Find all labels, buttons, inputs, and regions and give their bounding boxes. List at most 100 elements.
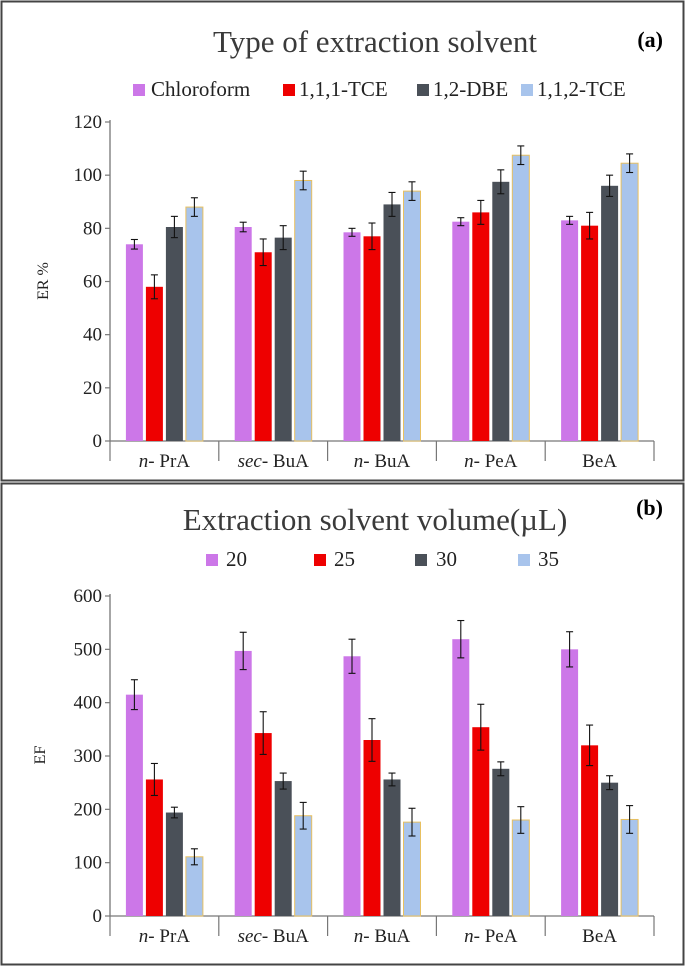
panel-a-label: (a)	[637, 27, 663, 52]
x-tick-name: BuA	[370, 451, 411, 472]
legend-entry: 20	[226, 547, 247, 571]
bar	[185, 856, 204, 917]
y-tick-label: 0	[93, 431, 103, 452]
legend-swatch	[415, 554, 427, 566]
bar	[274, 237, 292, 441]
legend-swatch	[521, 84, 533, 96]
x-tick-prefix: n-	[464, 451, 480, 472]
x-tick-label: sec- BuA	[238, 451, 310, 472]
bar	[492, 768, 510, 916]
legend-swatch	[206, 554, 218, 566]
bar	[165, 812, 183, 916]
bar	[472, 727, 490, 916]
bar	[620, 162, 639, 442]
bar	[511, 154, 530, 442]
bar	[145, 286, 163, 441]
x-tick-label: BeA	[582, 451, 617, 472]
x-tick-name: BeA	[582, 926, 617, 947]
bar	[561, 649, 579, 916]
x-tick-label: n- BuA	[354, 926, 411, 947]
legend-entry: 1,2-DBE	[433, 77, 508, 101]
y-tick-label: 20	[83, 378, 102, 399]
y-tick-label: 60	[83, 272, 102, 293]
bar	[561, 220, 579, 441]
y-tick-label: 40	[83, 325, 102, 346]
x-tick-label: n- PeA	[464, 926, 518, 947]
y-tick-label: 120	[74, 112, 103, 133]
bar	[383, 204, 401, 441]
bar	[403, 190, 421, 442]
panel-b: Extraction solvent volume(µL) (b) 20 25 30…	[0, 482, 685, 966]
y-tick-label: 100	[74, 853, 103, 874]
x-tick-label: n- BuA	[354, 451, 411, 472]
x-tick-label: sec- BuA	[238, 926, 310, 947]
bar	[125, 694, 143, 916]
panel-b-label: (b)	[636, 495, 663, 520]
bar	[581, 225, 599, 441]
x-tick-prefix: n-	[354, 451, 370, 472]
bar	[363, 740, 381, 916]
legend-swatch	[314, 554, 326, 566]
legend-swatch	[518, 554, 530, 566]
bar	[343, 232, 361, 441]
bar	[452, 639, 470, 916]
x-tick-label: n- PrA	[139, 451, 190, 472]
panel-a-legend: Chloroform 1,1,1-TCE 1,2-DBE 1,1,2-TCE	[133, 77, 626, 101]
bar	[254, 252, 272, 441]
x-tick-prefix: n-	[139, 926, 155, 947]
bar	[511, 819, 530, 917]
legend-entry: 25	[334, 547, 355, 571]
legend-swatch	[133, 84, 145, 96]
y-tick-label: 400	[74, 693, 103, 714]
panel-a: Type of extraction solvent (a) Chlorofor…	[0, 0, 685, 482]
bar	[254, 733, 272, 916]
bar	[581, 745, 599, 916]
bar	[234, 650, 252, 916]
x-tick-name: PrA	[155, 926, 191, 947]
panel-a-title: Type of extraction solvent	[213, 24, 537, 59]
bar	[452, 221, 470, 441]
panel-b-title: Extraction solvent volume(µL)	[183, 502, 568, 537]
x-tick-prefix: n-	[464, 926, 480, 947]
bar	[294, 179, 313, 442]
bar	[145, 779, 163, 916]
panel-a-bars	[125, 145, 639, 442]
legend-swatch	[417, 84, 429, 96]
bar	[234, 227, 252, 441]
legend-entry: Chloroform	[151, 77, 250, 101]
legend-entry: 1,1,1-TCE	[299, 77, 388, 101]
x-tick-name: BeA	[582, 451, 617, 472]
bar	[125, 244, 143, 441]
panel-b-bars	[125, 619, 639, 917]
bar	[274, 781, 292, 916]
y-tick-label: 100	[74, 165, 103, 186]
panel-b-legend: 20 25 30 35	[206, 547, 559, 571]
bar	[383, 779, 401, 916]
bar	[492, 181, 510, 441]
bar	[343, 656, 361, 916]
x-tick-name: PrA	[155, 451, 191, 472]
panel-b-ylabel: EF	[32, 746, 49, 765]
x-tick-prefix: n-	[354, 926, 370, 947]
x-tick-name: BuA	[268, 926, 309, 947]
bar	[185, 206, 204, 442]
x-tick-label: n- PeA	[464, 451, 518, 472]
y-tick-label: 0	[93, 906, 103, 927]
bar	[601, 782, 619, 916]
x-tick-name: PeA	[480, 451, 518, 472]
x-tick-prefix: n-	[139, 451, 155, 472]
bar	[363, 236, 381, 441]
bar	[472, 212, 490, 441]
x-tick-label: n- PrA	[139, 926, 190, 947]
legend-entry: 35	[538, 547, 559, 571]
bar	[294, 815, 313, 917]
bar	[165, 227, 183, 441]
legend-entry: 1,1,2-TCE	[537, 77, 626, 101]
y-tick-label: 500	[74, 639, 103, 660]
x-tick-prefix: sec-	[238, 926, 269, 947]
x-tick-name: PeA	[480, 926, 518, 947]
y-tick-label: 600	[74, 586, 103, 607]
y-tick-label: 300	[74, 746, 103, 767]
